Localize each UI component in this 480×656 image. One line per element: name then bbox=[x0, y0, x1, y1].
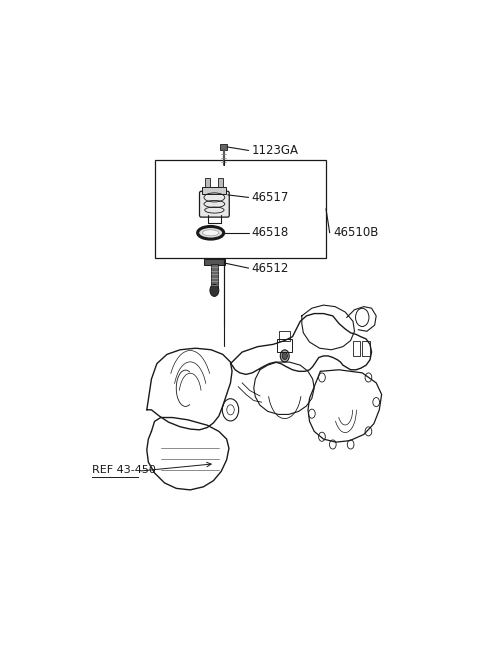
Circle shape bbox=[280, 350, 289, 362]
Bar bbox=[279, 331, 290, 340]
Text: 46518: 46518 bbox=[252, 226, 289, 239]
Bar bbox=[220, 144, 227, 150]
Bar bbox=[205, 178, 210, 188]
Bar bbox=[155, 159, 326, 258]
Text: 46512: 46512 bbox=[252, 262, 289, 275]
Bar bbox=[353, 340, 360, 356]
Text: REF 43-450: REF 43-450 bbox=[92, 465, 156, 475]
FancyBboxPatch shape bbox=[200, 192, 229, 217]
Circle shape bbox=[210, 284, 219, 297]
Bar bbox=[203, 187, 226, 194]
Bar bbox=[277, 339, 292, 352]
Bar bbox=[204, 259, 225, 265]
Text: 1123GA: 1123GA bbox=[252, 144, 299, 157]
Bar bbox=[362, 340, 370, 356]
Ellipse shape bbox=[203, 230, 219, 236]
Text: 46510B: 46510B bbox=[334, 226, 379, 239]
Ellipse shape bbox=[198, 226, 224, 239]
Circle shape bbox=[282, 352, 288, 359]
Bar bbox=[211, 264, 218, 289]
Text: 46517: 46517 bbox=[252, 191, 289, 204]
Bar bbox=[218, 178, 223, 188]
